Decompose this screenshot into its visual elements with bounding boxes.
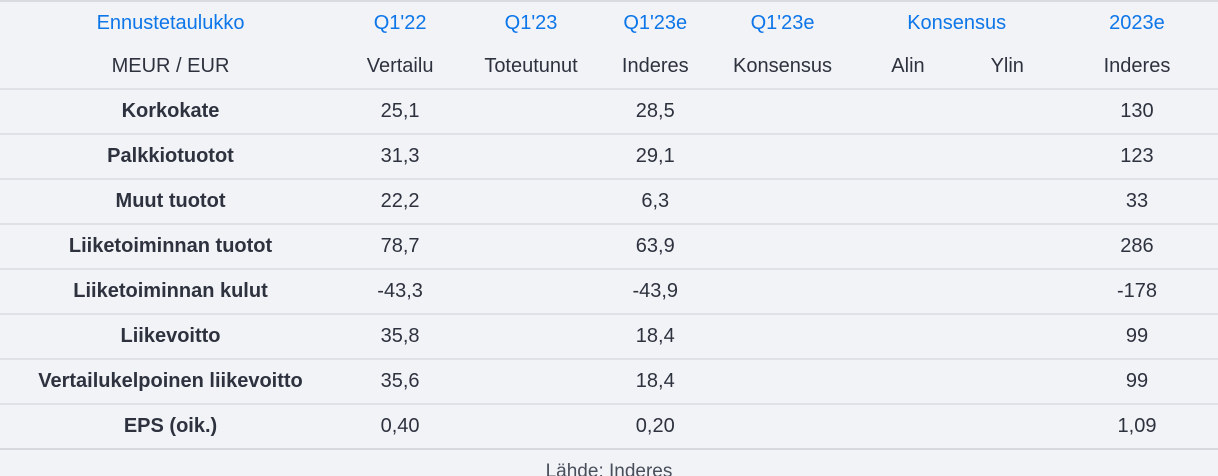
cell: 22,2 <box>341 178 460 224</box>
cell: 63,9 <box>602 223 708 269</box>
source-note: Lähde: Inderes <box>0 448 1218 476</box>
cell: 286 <box>1055 223 1218 269</box>
table-title: Ennustetaulukko <box>96 12 245 34</box>
cell: 31,3 <box>341 133 460 179</box>
cell <box>857 133 959 179</box>
subheader-toteutunut: Toteutunut <box>484 55 578 77</box>
cell <box>707 178 858 224</box>
cell: 0,20 <box>602 403 708 449</box>
row-label: Korkokate <box>0 88 342 134</box>
header-row-subheads: MEUR / EUR Vertailu Toteutunut Inderes K… <box>0 45 1218 89</box>
cell <box>958 223 1056 269</box>
cell <box>459 88 603 134</box>
cell <box>857 178 959 224</box>
cell <box>958 178 1056 224</box>
cell <box>857 268 959 314</box>
cell <box>958 358 1056 404</box>
cell <box>958 403 1056 449</box>
cell: -43,3 <box>341 268 460 314</box>
cell <box>857 358 959 404</box>
cell <box>707 268 858 314</box>
header-row-periods: Ennustetaulukko Q1'22 Q1'23 Q1'23e Q1'23… <box>0 2 1218 45</box>
subheader-vertailu: Vertailu <box>366 55 434 77</box>
cell <box>707 403 858 449</box>
unit-label: MEUR / EUR <box>111 55 230 77</box>
table-row: Korkokate 25,1 28,5 130 <box>0 88 1218 134</box>
subheader-ylin: Ylin <box>990 55 1024 77</box>
cell <box>459 358 603 404</box>
row-label: Liiketoiminnan tuotot <box>0 223 342 269</box>
cell <box>958 133 1056 179</box>
table-row: Liikevoitto 35,8 18,4 99 <box>0 313 1218 359</box>
cell: 6,3 <box>602 178 708 224</box>
cell <box>459 268 603 314</box>
row-label: Palkkiotuotot <box>0 133 342 179</box>
cell <box>857 223 959 269</box>
row-label: Liiketoiminnan kulut <box>0 268 342 314</box>
cell: 1,09 <box>1055 403 1218 449</box>
cell: 28,5 <box>602 88 708 134</box>
cell <box>707 88 858 134</box>
subheader-konsensus: Konsensus <box>733 55 833 77</box>
cell <box>459 178 603 224</box>
col-header-q1-23e-inderes: Q1'23e <box>623 12 688 34</box>
subheader-alin: Alin <box>891 55 925 77</box>
cell: 99 <box>1055 358 1218 404</box>
cell: -43,9 <box>602 268 708 314</box>
cell: 25,1 <box>341 88 460 134</box>
table-row: Liiketoiminnan tuotot 78,7 63,9 286 <box>0 223 1218 269</box>
cell <box>707 223 858 269</box>
cell: 29,1 <box>602 133 708 179</box>
cell: 0,40 <box>341 403 460 449</box>
cell: 130 <box>1055 88 1218 134</box>
table-row: Vertailukelpoinen liikevoitto 35,6 18,4 … <box>0 358 1218 404</box>
cell: 78,7 <box>341 223 460 269</box>
cell: 18,4 <box>602 358 708 404</box>
cell <box>958 88 1056 134</box>
row-label: Muut tuotot <box>0 178 342 224</box>
cell <box>459 403 603 449</box>
cell <box>958 313 1056 359</box>
cell <box>857 403 959 449</box>
col-header-q1-22: Q1'22 <box>373 12 427 34</box>
cell <box>958 268 1056 314</box>
cell <box>459 223 603 269</box>
cell <box>707 133 858 179</box>
cell: -178 <box>1055 268 1218 314</box>
table-row: EPS (oik.) 0,40 0,20 1,09 <box>0 403 1218 449</box>
row-label: EPS (oik.) <box>0 403 342 449</box>
table-row: Liiketoiminnan kulut -43,3 -43,9 -178 <box>0 268 1218 314</box>
cell: 35,8 <box>341 313 460 359</box>
cell <box>707 358 858 404</box>
cell: 99 <box>1055 313 1218 359</box>
col-header-q1-23e-konsensus: Q1'23e <box>750 12 815 34</box>
row-label: Vertailukelpoinen liikevoitto <box>0 358 342 404</box>
footer-row: Lähde: Inderes <box>0 448 1218 476</box>
cell <box>459 313 603 359</box>
col-header-konsensus-group: Konsensus <box>907 12 1007 34</box>
cell: 18,4 <box>602 313 708 359</box>
cell: 33 <box>1055 178 1218 224</box>
cell <box>857 313 959 359</box>
table-row: Muut tuotot 22,2 6,3 33 <box>0 178 1218 224</box>
subheader-inderes: Inderes <box>621 55 689 77</box>
cell <box>857 88 959 134</box>
cell: 123 <box>1055 133 1218 179</box>
cell <box>459 133 603 179</box>
table-row: Palkkiotuotot 31,3 29,1 123 <box>0 133 1218 179</box>
col-header-q1-23: Q1'23 <box>504 12 558 34</box>
cell: 35,6 <box>341 358 460 404</box>
subheader-inderes-2023: Inderes <box>1103 55 1171 77</box>
cell <box>707 313 858 359</box>
row-label: Liikevoitto <box>0 313 342 359</box>
col-header-2023e: 2023e <box>1109 12 1165 34</box>
